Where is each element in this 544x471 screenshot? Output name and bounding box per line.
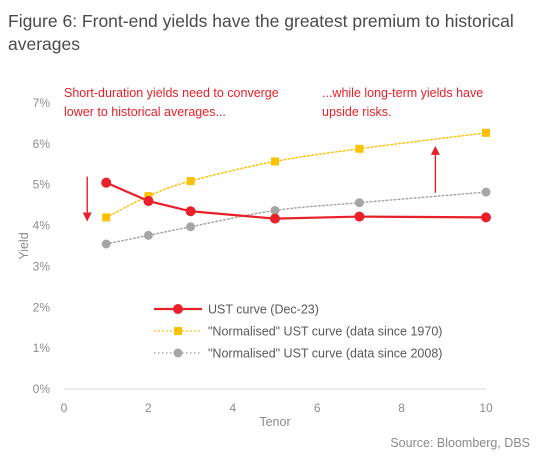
series-line bbox=[105, 191, 487, 245]
legend-marker bbox=[173, 348, 183, 358]
data-point bbox=[186, 222, 196, 232]
y-tick-label: 7% bbox=[33, 96, 51, 110]
legend-marker bbox=[173, 304, 183, 314]
annotation-text: ...while long-term yields have bbox=[322, 86, 483, 100]
y-tick-label: 1% bbox=[33, 341, 51, 355]
legend-label: "Normalised" UST curve (data since 1970) bbox=[208, 325, 442, 339]
data-point bbox=[101, 239, 111, 249]
data-point bbox=[101, 177, 112, 188]
source-note: Source: Bloomberg, DBS bbox=[390, 436, 530, 450]
data-point bbox=[354, 211, 365, 222]
y-tick-label: 3% bbox=[33, 259, 51, 273]
x-tick-label: 8 bbox=[398, 401, 405, 415]
legend-label: "Normalised" UST curve (data since 2008) bbox=[208, 347, 442, 361]
data-point bbox=[270, 205, 280, 215]
annotation-text: lower to historical averages... bbox=[64, 105, 226, 119]
annotation-text: Short-duration yields need to converge bbox=[64, 86, 279, 100]
data-point bbox=[102, 213, 111, 222]
data-point bbox=[481, 187, 491, 197]
data-point bbox=[143, 196, 154, 207]
annotation-arrow-head bbox=[82, 212, 92, 222]
y-tick-label: 5% bbox=[33, 178, 51, 192]
x-tick-label: 2 bbox=[145, 401, 152, 415]
data-point bbox=[355, 144, 364, 153]
legend-label: UST curve (Dec-23) bbox=[208, 303, 319, 317]
y-tick-label: 0% bbox=[33, 382, 51, 396]
annotation-arrow-head bbox=[430, 145, 440, 155]
chart-title: Figure 6: Front-end yields have the grea… bbox=[8, 11, 514, 54]
x-tick-label: 6 bbox=[314, 401, 321, 415]
y-tick-label: 4% bbox=[33, 219, 51, 233]
x-axis-title: Tenor bbox=[259, 415, 290, 429]
x-tick-label: 4 bbox=[229, 401, 236, 415]
annotation-text: upside risks. bbox=[322, 105, 391, 119]
data-point bbox=[185, 206, 196, 217]
data-point bbox=[481, 212, 491, 223]
series-line bbox=[105, 132, 487, 219]
legend-marker bbox=[174, 327, 182, 335]
data-point bbox=[271, 157, 279, 166]
data-point bbox=[270, 213, 280, 224]
series-line bbox=[105, 181, 488, 220]
data-point bbox=[186, 177, 195, 186]
x-tick-label: 10 bbox=[479, 401, 493, 415]
data-point bbox=[354, 198, 364, 208]
y-tick-label: 6% bbox=[33, 137, 51, 151]
y-tick-label: 2% bbox=[33, 300, 51, 314]
y-axis-title: Yield bbox=[17, 232, 31, 259]
x-tick-label: 0 bbox=[61, 401, 68, 415]
data-point bbox=[143, 230, 153, 240]
data-point bbox=[482, 128, 490, 137]
